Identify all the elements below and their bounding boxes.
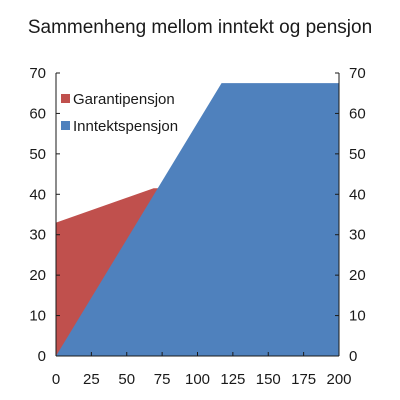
x-tick-label: 150 [256, 371, 281, 388]
y-tick-left-label: 30 [29, 227, 46, 244]
y-tick-right-label: 40 [349, 186, 366, 203]
y-tick-right-label: 0 [349, 348, 357, 365]
x-tick-label: 200 [326, 371, 351, 388]
area-series-2 [56, 83, 339, 356]
y-tick-left-label: 50 [29, 146, 46, 163]
y-tick-right-label: 60 [349, 105, 366, 122]
y-tick-left-label: 0 [38, 348, 46, 365]
y-tick-right-label: 20 [349, 267, 366, 284]
legend-label: Garantipensjon [73, 91, 175, 108]
legend-swatch [61, 121, 70, 130]
y-tick-right-label: 10 [349, 308, 366, 325]
x-tick-label: 175 [291, 371, 316, 388]
y-tick-right-label: 50 [349, 146, 366, 163]
y-tick-right-label: 30 [349, 227, 366, 244]
x-tick-label: 50 [118, 371, 135, 388]
y-tick-left-label: 40 [29, 186, 46, 203]
chart-title: Sammenheng mellom inntekt og pensjon [28, 17, 372, 38]
legend-swatch [61, 94, 70, 103]
legend: Garantipensjon Inntektspensjon [61, 91, 178, 135]
y-tick-right-label: 70 [349, 65, 366, 82]
y-tick-left-label: 20 [29, 267, 46, 284]
x-tick-label: 0 [52, 371, 60, 388]
legend-label: Inntektspensjon [73, 118, 178, 135]
x-tick-label: 75 [154, 371, 171, 388]
plot-areas [56, 83, 339, 356]
chart-axes: 0 10 20 30 40 50 60 70 0 10 20 30 40 50 60 70 0 25 50 75 100… [29, 65, 365, 388]
y-tick-left-label: 60 [29, 105, 46, 122]
y-tick-left-label: 70 [29, 65, 46, 82]
x-tick-label: 125 [220, 371, 245, 388]
legend-entry-1: Garantipensjon [61, 91, 175, 108]
legend-entry-2: Inntektspensjon [61, 118, 178, 135]
y-tick-left-label: 10 [29, 308, 46, 325]
x-tick-label: 25 [83, 371, 100, 388]
x-tick-label: 100 [185, 371, 210, 388]
